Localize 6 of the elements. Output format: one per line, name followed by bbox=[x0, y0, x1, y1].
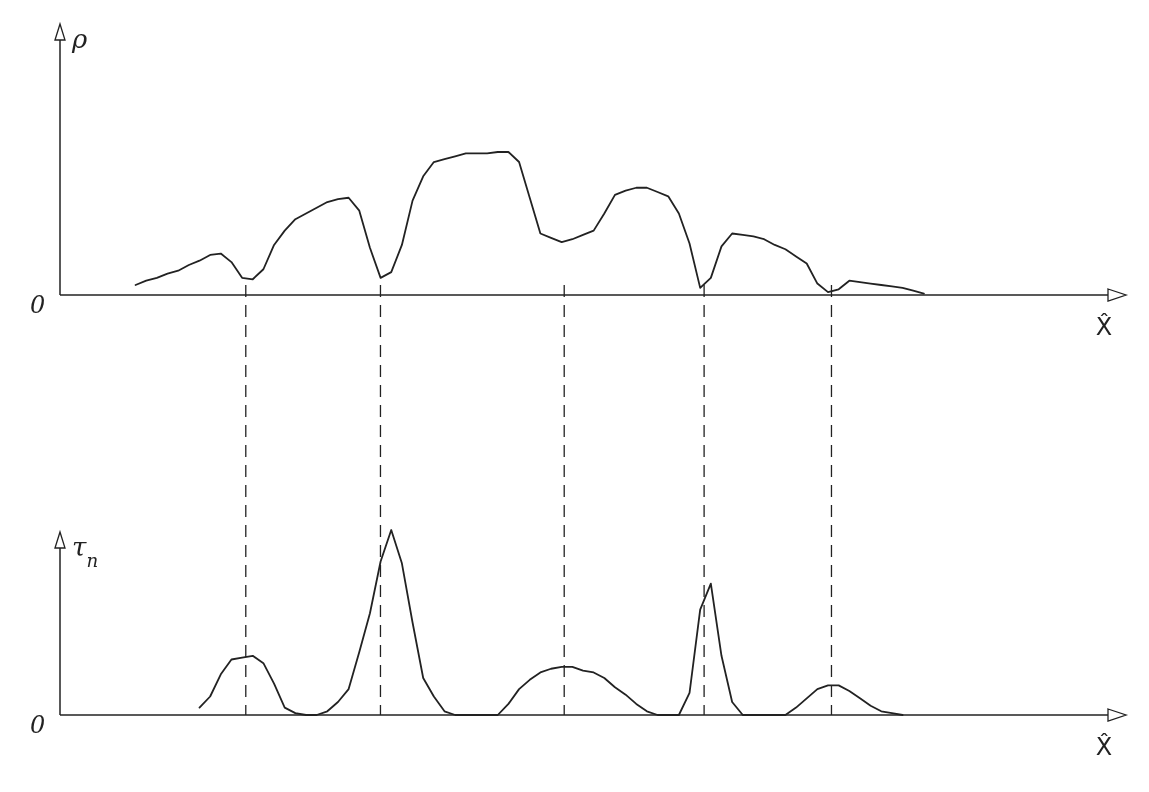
x-axis-title: X̂ bbox=[1095, 312, 1113, 341]
text: 0 bbox=[30, 711, 46, 739]
x-axis-title: X̂ bbox=[1095, 732, 1113, 761]
text: 0 bbox=[30, 291, 46, 319]
y-axis-title: ρ bbox=[71, 24, 88, 54]
y-axis-title: τ$_{n}$ bbox=[72, 532, 99, 571]
